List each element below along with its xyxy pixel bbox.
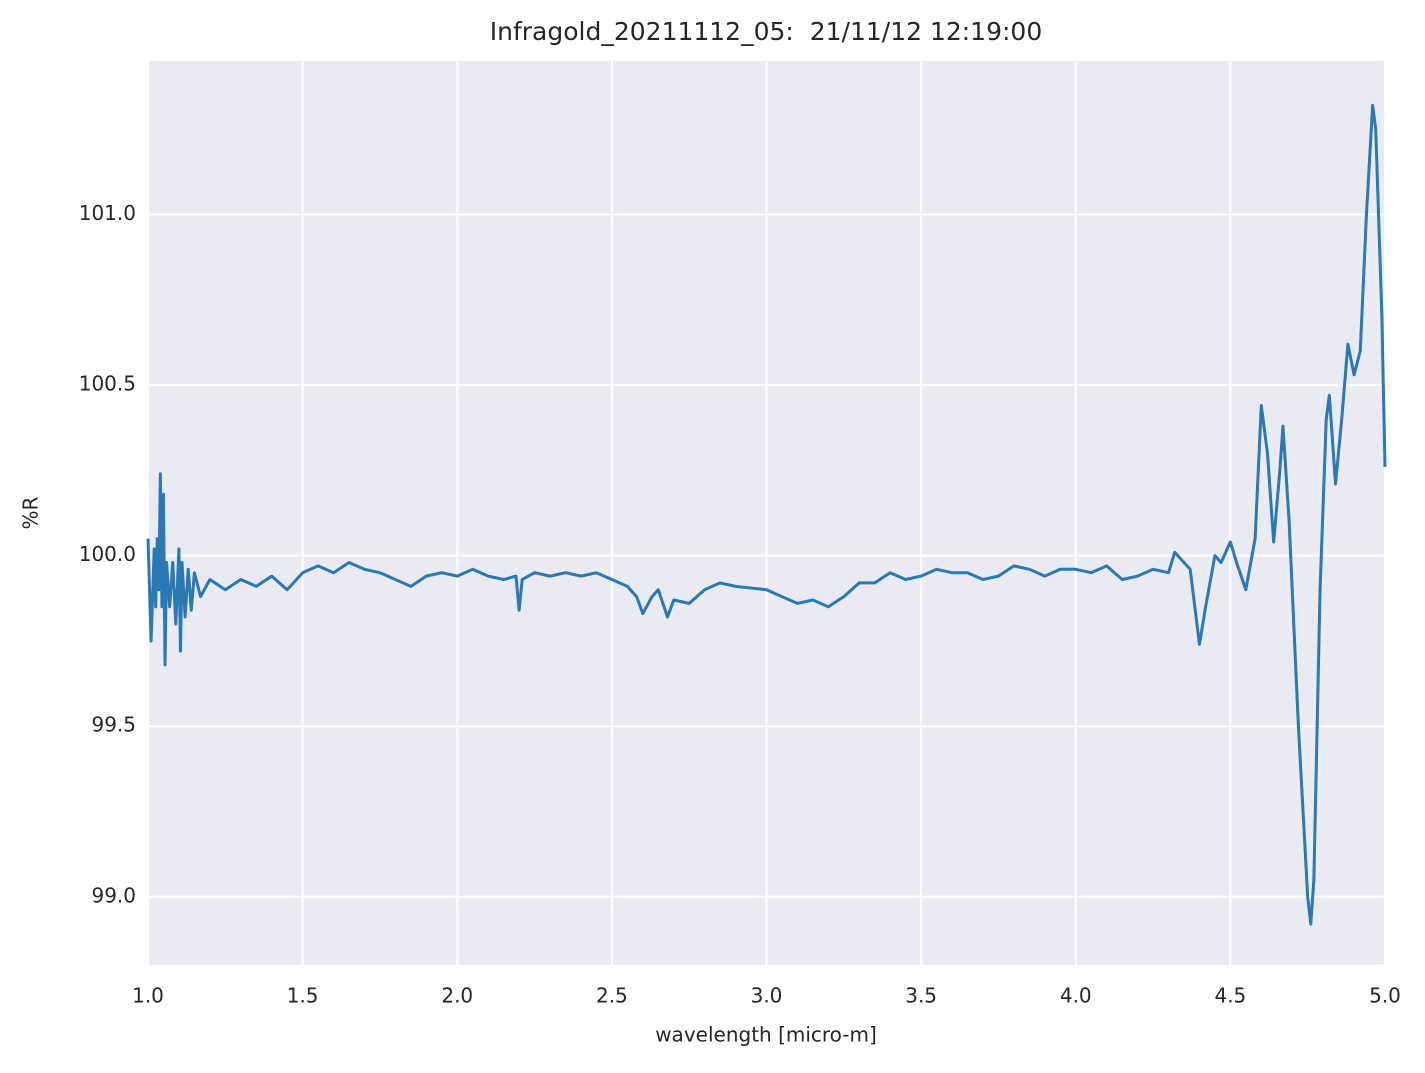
x-tick-label: 2.5: [596, 984, 628, 1008]
x-tick-label: 3.5: [905, 984, 937, 1008]
x-tick-label: 5.0: [1369, 984, 1401, 1008]
chart-title: Infragold_20211112_05: 21/11/12 12:19:00: [490, 17, 1042, 46]
x-tick-label: 3.0: [751, 984, 783, 1008]
x-tick-label: 1.5: [287, 984, 319, 1008]
x-tick-label: 4.0: [1060, 984, 1092, 1008]
x-tick-label: 2.0: [441, 984, 473, 1008]
y-tick-label: 99.5: [91, 713, 136, 737]
x-tick-label: 4.5: [1214, 984, 1246, 1008]
data-line: [146, 103, 1387, 926]
y-axis-label: %R: [19, 496, 43, 529]
x-axis-label: wavelength [micro-m]: [655, 1023, 877, 1047]
y-tick-label: 101.0: [79, 201, 136, 225]
y-tick-label: 100.5: [79, 372, 136, 396]
y-tick-label: 99.0: [91, 883, 136, 907]
y-tick-label: 100.0: [79, 542, 136, 566]
x-tick-label: 1.0: [132, 984, 164, 1008]
